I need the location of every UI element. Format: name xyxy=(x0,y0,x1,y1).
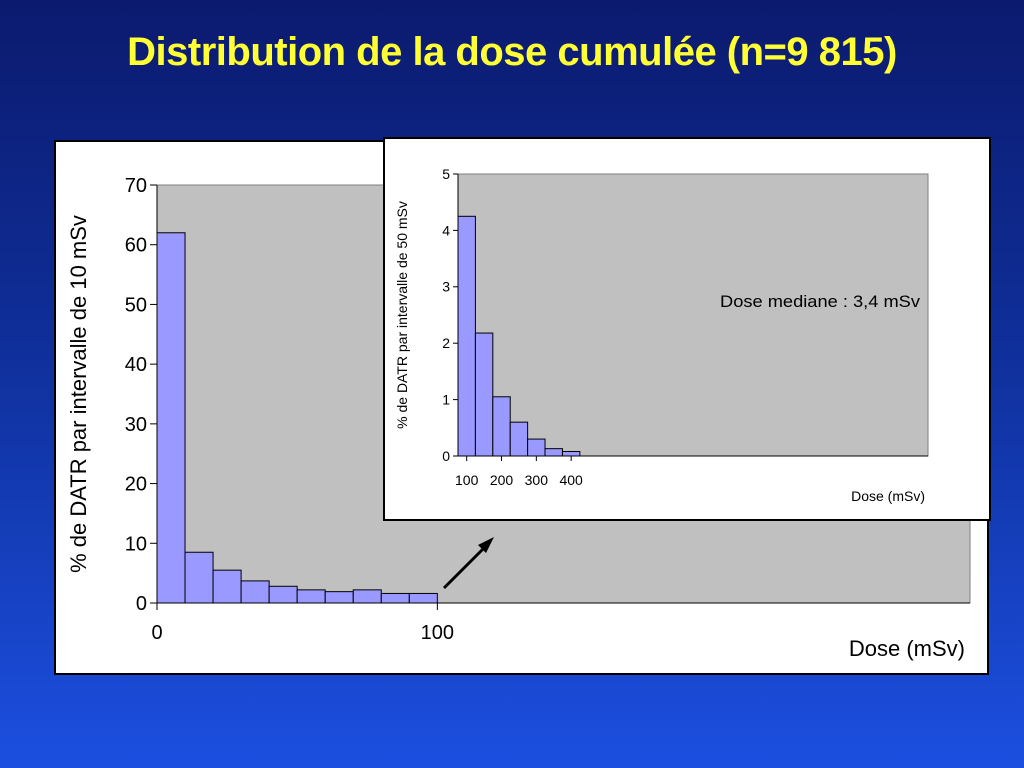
inset-x-tick-label: 200 xyxy=(490,472,514,488)
zoom-arrow-head xyxy=(478,537,494,553)
main-y-tick-label: 10 xyxy=(125,533,147,555)
inset-y-tick-label: 5 xyxy=(442,166,450,182)
main-x-tick-label: 100 xyxy=(421,622,454,644)
slide-title: Distribution de la dose cumulée (n=9 815… xyxy=(127,30,897,74)
inset-x-tick-label: 100 xyxy=(455,472,479,488)
inset-y-axis-title: % de DATR par intervalle de 50 mSv xyxy=(394,201,410,429)
inset-y-tick-label: 1 xyxy=(442,392,450,408)
inset-y-tick-label: 2 xyxy=(442,335,450,351)
inset-y-tick-label: 3 xyxy=(442,279,450,295)
main-y-axis-title: % de DATR par intervalle de 10 mSv xyxy=(66,215,91,573)
inset-histogram-chart: 0 1 2 3 4 5 100 200 300 400 % de DATR par interval… xyxy=(394,166,929,504)
inset-median-annotation: Dose mediane : 3,4 mSv xyxy=(720,292,921,311)
inset-x-tick-label: 400 xyxy=(559,472,583,488)
main-y-tick-label: 40 xyxy=(125,354,147,376)
main-y-tick-label: 70 xyxy=(125,175,147,197)
inset-x-tick-label: 300 xyxy=(525,472,549,488)
main-y-tick-label: 0 xyxy=(136,593,147,615)
zoom-arrow-line xyxy=(442,542,490,590)
main-y-tick-label: 30 xyxy=(125,414,147,436)
main-y-tick-label: 50 xyxy=(125,294,147,316)
inset-y-tick-label: 4 xyxy=(442,222,450,238)
main-bar-0-10 xyxy=(156,232,186,604)
main-x-tick-label: 0 xyxy=(151,622,162,644)
main-y-tick-label: 20 xyxy=(125,474,147,496)
inset-chart-panel: 0 1 2 3 4 5 100 200 300 400 % de DATR par interval… xyxy=(383,137,991,521)
main-y-tick-label: 60 xyxy=(125,235,147,257)
inset-plot-area xyxy=(457,173,929,457)
inset-x-axis-title: Dose (mSv) xyxy=(851,488,925,504)
main-x-axis-title: Dose (mSv) xyxy=(849,636,965,661)
inset-y-tick-label: 0 xyxy=(442,448,450,464)
